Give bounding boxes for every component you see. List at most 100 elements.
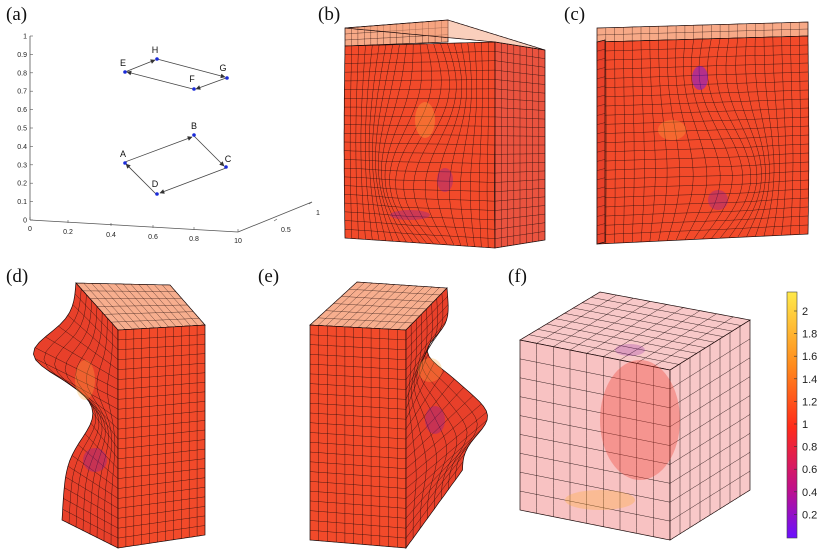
purple-c2	[708, 190, 728, 210]
mesh-line	[555, 318, 706, 349]
mesh-line	[349, 289, 441, 296]
mesh-line	[117, 525, 206, 539]
mesh-line	[344, 167, 495, 174]
mesh-line	[405, 312, 449, 360]
mesh-line	[597, 107, 809, 116]
mesh-line	[537, 329, 688, 360]
arrow-e-h	[124, 59, 156, 73]
purple-e	[425, 406, 445, 434]
mesh-line	[596, 215, 809, 226]
mesh-line	[317, 317, 413, 324]
mesh-line	[596, 53, 809, 61]
purple-d	[83, 448, 107, 472]
arrow-c-d	[159, 167, 227, 194]
z-tick-label: 0.3	[17, 162, 27, 169]
mesh-line	[117, 372, 206, 380]
mesh-line	[596, 159, 605, 162]
mesh-line	[494, 51, 546, 59]
mesh-line	[117, 410, 206, 420]
mesh-line	[597, 179, 809, 190]
colorbar-tick-label: 1.4	[802, 374, 817, 386]
mesh-line	[84, 433, 119, 469]
mesh-line	[494, 97, 546, 103]
mesh-line	[64, 487, 119, 519]
z-tick-label: 0.4	[17, 144, 27, 151]
mesh-line	[405, 345, 429, 400]
mesh-line	[405, 420, 488, 489]
arrow-g-f	[195, 77, 227, 90]
mesh-line	[71, 455, 119, 489]
mesh-line	[92, 412, 119, 450]
mesh-line	[597, 71, 809, 79]
y-tick	[308, 201, 313, 205]
mesh-line	[309, 510, 407, 519]
mesh-line	[597, 206, 809, 217]
panel-label-c: (c)	[564, 4, 586, 25]
point-label-g: G	[219, 63, 226, 73]
mesh-line	[546, 323, 697, 354]
mesh-line	[494, 222, 546, 230]
mesh-line	[528, 334, 679, 365]
point-a	[123, 161, 127, 165]
mesh-line	[344, 202, 495, 211]
colorbar-tick-label: 0.2	[802, 509, 817, 521]
y-axis	[237, 201, 313, 233]
mesh-line	[597, 168, 606, 171]
z-tick-label: 0.8	[17, 70, 27, 77]
mesh-line	[669, 451, 751, 503]
mesh-line	[597, 232, 606, 236]
mesh-line	[596, 44, 809, 52]
x-tick-label: 0	[28, 226, 32, 233]
mesh-line	[344, 185, 495, 193]
colorbar-tick-label: 1.6	[802, 351, 817, 363]
purple-c	[692, 66, 708, 90]
mesh-line	[405, 320, 447, 370]
mesh-line	[494, 107, 546, 111]
mesh-line	[494, 170, 546, 174]
mesh-line	[495, 126, 545, 128]
x-tick-label: 0.6	[148, 234, 158, 241]
mesh-line	[344, 69, 496, 73]
mesh-line	[309, 520, 407, 529]
panel-label-d: (d)	[6, 266, 29, 287]
mesh-line	[325, 310, 420, 317]
mesh-line	[596, 28, 809, 36]
mesh-line	[117, 343, 206, 351]
mesh-line	[309, 451, 407, 460]
mesh-line	[309, 432, 407, 440]
mesh-line	[519, 434, 671, 465]
mesh-line	[67, 465, 119, 499]
z-tick-label: 0.7	[17, 89, 27, 96]
mesh-line	[74, 293, 119, 341]
point-g	[225, 76, 229, 80]
mesh-line	[309, 363, 407, 370]
panel-label-f: (f)	[508, 266, 527, 287]
mesh-line	[62, 379, 119, 420]
mesh-line	[596, 214, 605, 217]
mesh-line	[344, 194, 495, 202]
point-label-b: B	[191, 121, 197, 131]
panel-f-mesh	[519, 291, 751, 541]
mesh-line	[669, 376, 751, 427]
mesh-line	[597, 161, 809, 171]
mesh-line	[597, 152, 809, 162]
highlight-f	[565, 490, 635, 510]
mesh-line	[117, 458, 206, 469]
mesh-line	[597, 116, 809, 125]
panel-c-mesh	[596, 21, 810, 245]
point-f	[192, 87, 196, 91]
point-label-h: H	[152, 45, 159, 55]
mesh-line	[344, 229, 495, 239]
panel-b-mesh	[343, 19, 546, 249]
mesh-line	[591, 297, 742, 326]
mesh-line	[72, 304, 119, 350]
mesh-line	[597, 80, 809, 89]
mesh-line	[405, 296, 448, 341]
point-label-d: D	[152, 179, 159, 189]
mesh-line	[309, 490, 407, 499]
point-c	[224, 165, 228, 169]
colorbar-tick-label: 0.6	[802, 464, 817, 476]
mesh-line	[344, 150, 495, 155]
mesh-line	[405, 370, 445, 430]
mesh-line	[494, 187, 546, 193]
